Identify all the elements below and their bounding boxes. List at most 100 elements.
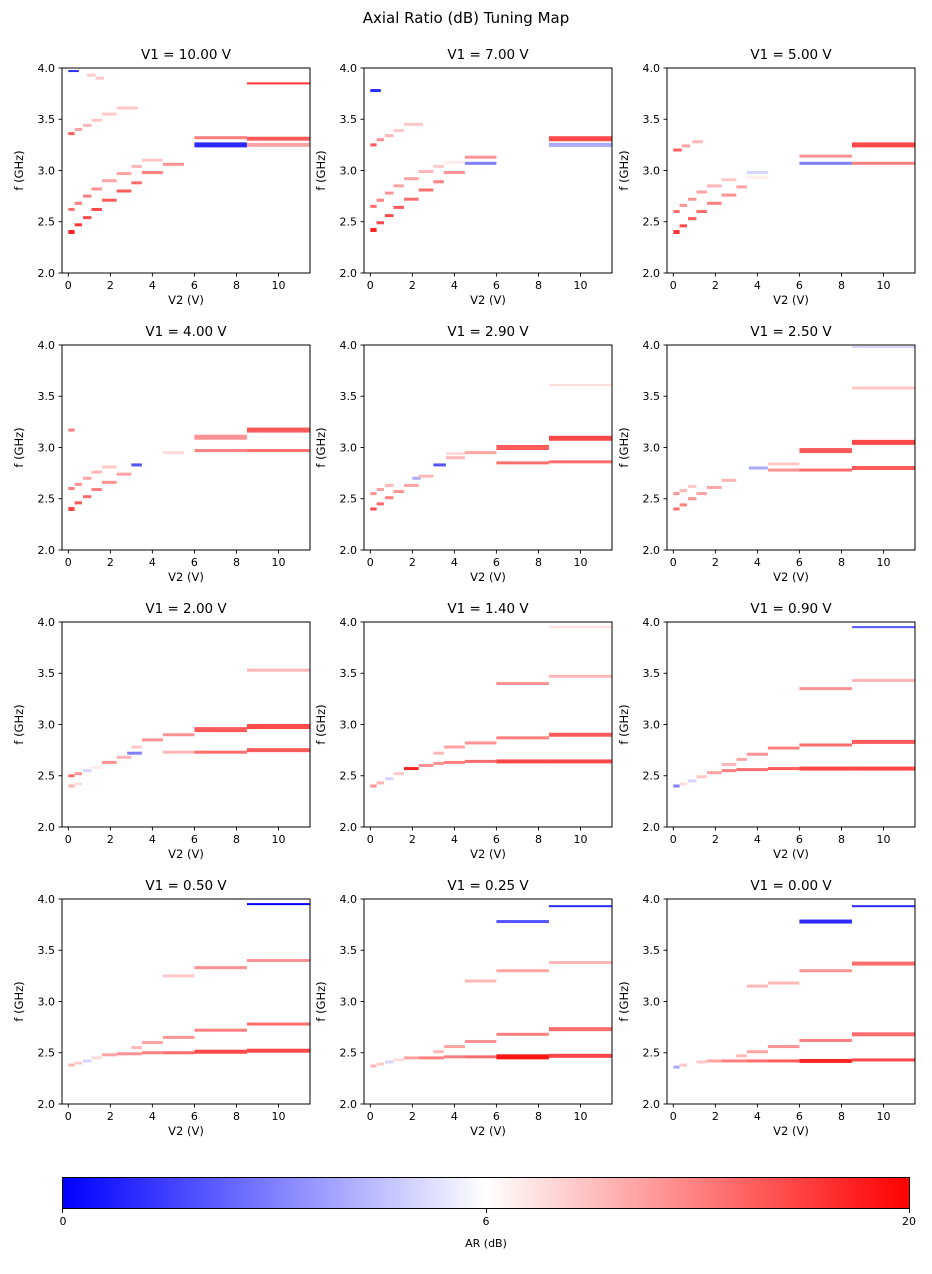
colorbar-tick-20 <box>909 1209 910 1213</box>
y-tick-label: 2.0 <box>643 267 661 280</box>
y-tick-label: 2.0 <box>643 821 661 834</box>
subplot-3-v1-4: V1 = 4.00 V 0 2 4 6 8 10 2.0 2.5 3.0 3.5 4.0 V2 (V) f… <box>12 324 311 584</box>
y-tick-label: 4.0 <box>38 616 56 629</box>
subplot-title: V1 = 1.40 V <box>447 601 529 617</box>
x-tick-label: 10 <box>876 279 890 292</box>
x-tick-label: 0 <box>65 556 72 569</box>
y-tick-label: 4.0 <box>643 893 661 906</box>
subplot-9-v1-0.5: V1 = 0.50 V 0 2 4 6 8 10 2.0 2.5 3.0 3.5 4.0 V2 (V) f… <box>12 878 311 1138</box>
subplot-10-v1-0.25: V1 = 0.25 V 0 2 4 6 8 10 2.0 2.5 3.0 3.5 4.0 V2 (V) f… <box>314 878 613 1138</box>
x-tick-label: 8 <box>535 279 542 292</box>
x-axis-label: V2 (V) <box>168 570 204 584</box>
heatmap-segments <box>370 905 612 1068</box>
x-tick-label: 0 <box>670 279 677 292</box>
y-tick-label: 3.0 <box>643 718 661 731</box>
x-tick-label: 6 <box>493 556 500 569</box>
x-tick-label: 0 <box>65 279 72 292</box>
y-tick-label: 2.5 <box>643 216 661 229</box>
y-axis-label: f (GHz) <box>12 427 26 467</box>
y-tick-label: 3.5 <box>643 667 661 680</box>
x-tick-label: 10 <box>573 556 587 569</box>
heatmap-segments <box>370 89 612 232</box>
x-tick-label: 0 <box>367 556 374 569</box>
x-tick-label: 4 <box>149 279 156 292</box>
y-tick-label: 3.0 <box>340 441 358 454</box>
y-tick-label: 2.5 <box>38 216 56 229</box>
y-tick-label: 2.0 <box>643 1098 661 1111</box>
y-tick-label: 3.5 <box>643 113 661 126</box>
heatmap-segments <box>68 70 310 234</box>
x-tick-label: 8 <box>838 833 845 846</box>
y-tick-label: 3.0 <box>643 441 661 454</box>
x-axis-label: V2 (V) <box>470 847 506 861</box>
x-tick-label: 2 <box>107 279 114 292</box>
x-tick-label: 4 <box>149 1110 156 1123</box>
x-tick-label: 2 <box>409 833 416 846</box>
x-tick-label: 6 <box>796 1110 803 1123</box>
y-tick-label: 4.0 <box>38 62 56 75</box>
x-tick-label: 10 <box>573 833 587 846</box>
y-axis-label: f (GHz) <box>617 150 631 190</box>
y-tick-label: 2.5 <box>643 493 661 506</box>
y-tick-label: 2.5 <box>38 770 56 783</box>
y-axis-label: f (GHz) <box>12 981 26 1021</box>
y-tick-label: 3.5 <box>38 944 56 957</box>
colorbar-tick-0 <box>62 1209 63 1213</box>
y-tick-label: 3.0 <box>340 164 358 177</box>
x-tick-label: 2 <box>409 556 416 569</box>
y-tick-label: 2.5 <box>340 493 358 506</box>
x-tick-label: 6 <box>191 833 198 846</box>
colorbar-ticklabel-20: 20 <box>902 1215 916 1228</box>
subplot-4-v1-2.9: V1 = 2.90 V 0 2 4 6 8 10 2.0 2.5 3.0 3.5 4.0 V2 (V) f… <box>314 324 613 584</box>
x-tick-label: 0 <box>367 833 374 846</box>
y-tick-label: 3.0 <box>643 164 661 177</box>
heatmap-segments <box>673 346 915 511</box>
heatmap-segments <box>673 140 915 234</box>
x-tick-label: 0 <box>65 833 72 846</box>
y-axis-label: f (GHz) <box>12 704 26 744</box>
x-tick-label: 10 <box>876 1110 890 1123</box>
x-tick-label: 2 <box>107 833 114 846</box>
y-tick-label: 2.0 <box>38 821 56 834</box>
x-tick-label: 6 <box>493 1110 500 1123</box>
x-axis-label: V2 (V) <box>168 293 204 307</box>
y-tick-label: 2.0 <box>38 267 56 280</box>
x-tick-label: 8 <box>535 556 542 569</box>
subplot-11-v1-0: V1 = 0.00 V 0 2 4 6 8 10 2.0 2.5 3.0 3.5 4.0 V2 (V) f… <box>617 878 916 1138</box>
y-tick-label: 4.0 <box>38 339 56 352</box>
y-tick-label: 3.0 <box>38 164 56 177</box>
x-tick-label: 6 <box>796 833 803 846</box>
colorbar-ticklabel-6: 6 <box>482 1215 490 1228</box>
x-tick-label: 8 <box>535 1110 542 1123</box>
x-tick-label: 10 <box>271 833 285 846</box>
y-tick-label: 4.0 <box>643 339 661 352</box>
subplot-5-v1-2.5: V1 = 2.50 V 0 2 4 6 8 10 2.0 2.5 3.0 3.5 4.0 V2 (V) f… <box>617 324 916 584</box>
x-tick-label: 10 <box>271 556 285 569</box>
x-axis-label: V2 (V) <box>773 293 809 307</box>
y-tick-label: 2.0 <box>38 544 56 557</box>
y-tick-label: 3.5 <box>340 667 358 680</box>
figure-title: Axial Ratio (dB) Tuning Map <box>362 9 570 27</box>
subplot-title: V1 = 0.90 V <box>750 601 832 617</box>
x-tick-label: 10 <box>876 833 890 846</box>
subplot-title: V1 = 0.00 V <box>750 878 832 894</box>
x-tick-label: 8 <box>233 279 240 292</box>
y-tick-label: 4.0 <box>340 339 358 352</box>
y-tick-label: 2.5 <box>340 1047 358 1060</box>
subplot-title: V1 = 2.00 V <box>145 601 227 617</box>
subplot-title: V1 = 5.00 V <box>750 47 832 63</box>
colorbar-label: AR (dB) <box>465 1237 507 1250</box>
y-axis-label: f (GHz) <box>314 427 328 467</box>
subplot-0-v1-10: V1 = 10.00 V 0 2 4 6 8 10 2.0 2.5 3.0 3.5 4.0 V2 (V)… <box>12 47 311 307</box>
subplot-grid: V1 = 10.00 V 0 2 4 6 8 10 2.0 2.5 3.0 3.5 4.0 V2 (V)… <box>12 47 916 1138</box>
x-tick-label: 8 <box>233 556 240 569</box>
x-tick-label: 4 <box>451 1110 458 1123</box>
x-tick-label: 6 <box>796 279 803 292</box>
y-tick-label: 2.5 <box>340 770 358 783</box>
subplot-title: V1 = 2.90 V <box>447 324 529 340</box>
y-axis-label: f (GHz) <box>617 427 631 467</box>
x-tick-label: 2 <box>712 1110 719 1123</box>
y-tick-label: 3.0 <box>38 718 56 731</box>
x-tick-label: 10 <box>271 1110 285 1123</box>
x-tick-label: 8 <box>233 1110 240 1123</box>
